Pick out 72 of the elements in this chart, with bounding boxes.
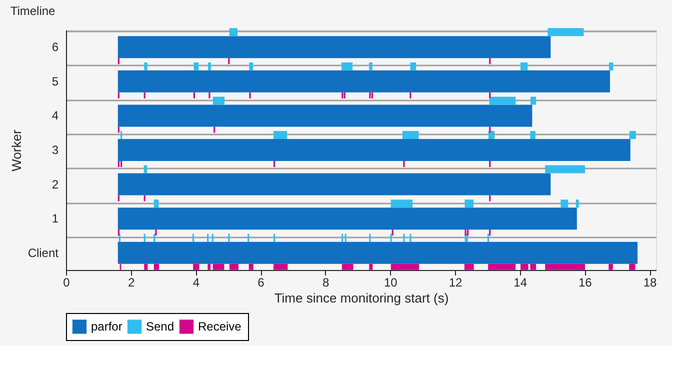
x-tick-label: 18 [643, 276, 658, 290]
bar [402, 131, 419, 139]
x-tick-label: 2 [128, 276, 135, 290]
chart-title: Timeline [10, 4, 56, 18]
bar [154, 264, 160, 270]
bar [530, 96, 536, 105]
bar [229, 264, 238, 270]
bar [118, 70, 610, 92]
bar [118, 36, 551, 58]
y-tick-label: Client [28, 246, 60, 260]
bar [118, 208, 577, 230]
bar [488, 131, 495, 139]
x-tick-label: 16 [578, 276, 592, 290]
legend-label: parfor [91, 320, 122, 334]
bar [390, 200, 413, 208]
x-tick-label: 14 [514, 276, 528, 290]
x-tick-label: 8 [322, 276, 330, 290]
legend-label: Send [146, 320, 174, 334]
y-tick-label: 6 [52, 40, 59, 54]
bar [342, 62, 353, 70]
bar [229, 28, 238, 36]
bar [520, 62, 528, 70]
bar [249, 62, 254, 70]
x-tick-label: 12 [448, 276, 463, 290]
bar [193, 264, 200, 270]
bar [144, 264, 148, 270]
bar [369, 62, 372, 70]
y-tick-label: 1 [52, 212, 59, 226]
bar [489, 96, 516, 105]
bar [608, 62, 614, 70]
bar [208, 264, 211, 270]
y-tick-label: 4 [52, 108, 59, 123]
bar [144, 165, 148, 174]
bar [488, 264, 516, 270]
bar [248, 264, 254, 270]
bar [629, 264, 636, 270]
x-tick-label: 6 [258, 276, 265, 290]
bar [342, 264, 354, 270]
bar [576, 200, 579, 208]
x-tick-label: 10 [384, 276, 398, 290]
bar [212, 264, 224, 270]
bar [118, 242, 638, 264]
bar [629, 131, 636, 139]
bar [208, 62, 211, 70]
bar [118, 139, 630, 161]
bar [390, 264, 420, 270]
x-axis-title: Time since monitoring start (s) [274, 290, 449, 306]
bar [194, 62, 199, 70]
bar [560, 200, 568, 208]
y-tick-label: 5 [52, 74, 59, 88]
bar [464, 200, 474, 208]
bar [118, 173, 551, 196]
bar [530, 131, 536, 139]
bar [273, 264, 288, 270]
y-axis-title: Worker [8, 129, 24, 172]
bar [144, 62, 148, 70]
bar [464, 264, 474, 270]
bar [212, 96, 225, 105]
legend-label: Receive [198, 320, 242, 334]
bar [369, 264, 373, 270]
bar [410, 62, 416, 70]
y-tick-label: 2 [52, 177, 59, 192]
bar [154, 200, 159, 208]
bar [548, 28, 584, 36]
bar [545, 165, 586, 174]
bar [545, 264, 586, 270]
x-tick-label: 4 [192, 276, 200, 290]
bar [273, 131, 288, 139]
bar [118, 104, 532, 127]
x-tick-label: 0 [63, 276, 70, 290]
y-tick-label: 3 [52, 143, 59, 157]
bar [608, 264, 613, 270]
